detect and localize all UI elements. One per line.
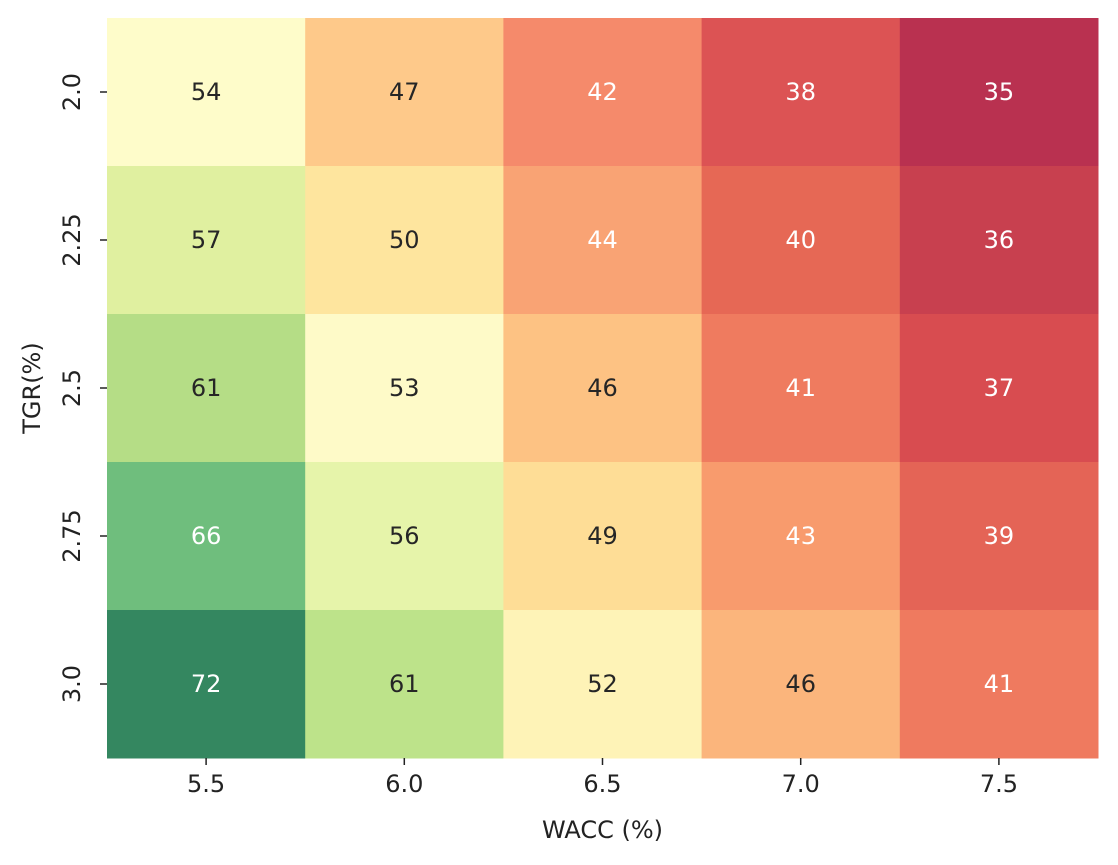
y-axis-label: TGR(%) bbox=[18, 342, 46, 434]
x-axis-label: WACC (%) bbox=[542, 816, 663, 844]
heatmap-cell bbox=[107, 166, 306, 315]
heatmap-cell bbox=[305, 166, 504, 315]
heatmap-cell bbox=[701, 610, 901, 759]
heatmap-cell bbox=[701, 314, 901, 463]
heatmap-cell bbox=[701, 18, 901, 167]
heatmap-cell bbox=[107, 18, 306, 167]
cell-value-label: 61 bbox=[389, 670, 420, 698]
cell-value-label: 53 bbox=[389, 374, 420, 402]
heatmap-cell-labels: 54 47 42 38 35 57 50 44 40 36 61 53 46 41 37 66 56 49 43 39… bbox=[191, 78, 1014, 698]
heatmap-cell bbox=[305, 18, 504, 167]
cell-value-label: 46 bbox=[785, 670, 816, 698]
cell-value-label: 46 bbox=[587, 374, 618, 402]
heatmap-cell bbox=[305, 610, 504, 759]
heatmap-cell bbox=[107, 314, 306, 463]
y-tick-label: 2.25 bbox=[58, 213, 86, 266]
cell-value-label: 39 bbox=[984, 522, 1015, 550]
heatmap-cell bbox=[305, 314, 504, 463]
heatmap-cell bbox=[107, 610, 306, 759]
cell-value-label: 50 bbox=[389, 226, 420, 254]
x-tick-label: 6.0 bbox=[385, 770, 423, 798]
cell-value-label: 72 bbox=[191, 670, 222, 698]
cell-value-label: 38 bbox=[785, 78, 816, 106]
cell-value-label: 56 bbox=[389, 522, 420, 550]
cell-value-label: 57 bbox=[191, 226, 222, 254]
cell-value-label: 35 bbox=[984, 78, 1015, 106]
x-axis-ticks: 5.5 6.0 6.5 7.0 7.5 bbox=[187, 758, 1018, 798]
heatmap-cell bbox=[503, 462, 703, 611]
cell-value-label: 41 bbox=[785, 374, 816, 402]
heatmap-cell bbox=[305, 462, 504, 611]
heatmap-cell bbox=[899, 610, 1099, 759]
x-tick-label: 5.5 bbox=[187, 770, 225, 798]
y-axis-ticks: 2.0 2.25 2.5 2.75 3.0 bbox=[58, 73, 107, 703]
heatmap-cell bbox=[503, 314, 703, 463]
cell-value-label: 40 bbox=[785, 226, 816, 254]
cell-value-label: 41 bbox=[984, 670, 1015, 698]
heatmap-cell bbox=[701, 462, 901, 611]
cell-value-label: 54 bbox=[191, 78, 222, 106]
cell-value-label: 66 bbox=[191, 522, 222, 550]
cell-value-label: 47 bbox=[389, 78, 420, 106]
heatmap-cell bbox=[899, 462, 1099, 611]
y-tick-label: 2.5 bbox=[58, 369, 86, 407]
cell-value-label: 49 bbox=[587, 522, 618, 550]
heatmap-cell bbox=[899, 18, 1099, 167]
x-tick-label: 6.5 bbox=[583, 770, 621, 798]
cell-value-label: 43 bbox=[785, 522, 816, 550]
y-tick-label: 2.0 bbox=[58, 73, 86, 111]
y-tick-label: 3.0 bbox=[58, 665, 86, 703]
heatmap-cell bbox=[701, 166, 901, 315]
x-tick-label: 7.5 bbox=[980, 770, 1018, 798]
cell-value-label: 37 bbox=[984, 374, 1015, 402]
x-tick-label: 7.0 bbox=[782, 770, 820, 798]
heatmap-cell bbox=[503, 610, 703, 759]
heatmap-cell bbox=[899, 314, 1099, 463]
heatmap-cell bbox=[107, 462, 306, 611]
cell-value-label: 61 bbox=[191, 374, 222, 402]
heatmap-cell bbox=[503, 18, 703, 167]
heatmap-cell bbox=[899, 166, 1099, 315]
cell-value-label: 36 bbox=[984, 226, 1015, 254]
heatmap-cells bbox=[107, 18, 1099, 759]
heatmap-cell bbox=[503, 166, 703, 315]
cell-value-label: 42 bbox=[587, 78, 618, 106]
cell-value-label: 44 bbox=[587, 226, 618, 254]
cell-value-label: 52 bbox=[587, 670, 618, 698]
y-tick-label: 2.75 bbox=[58, 509, 86, 562]
